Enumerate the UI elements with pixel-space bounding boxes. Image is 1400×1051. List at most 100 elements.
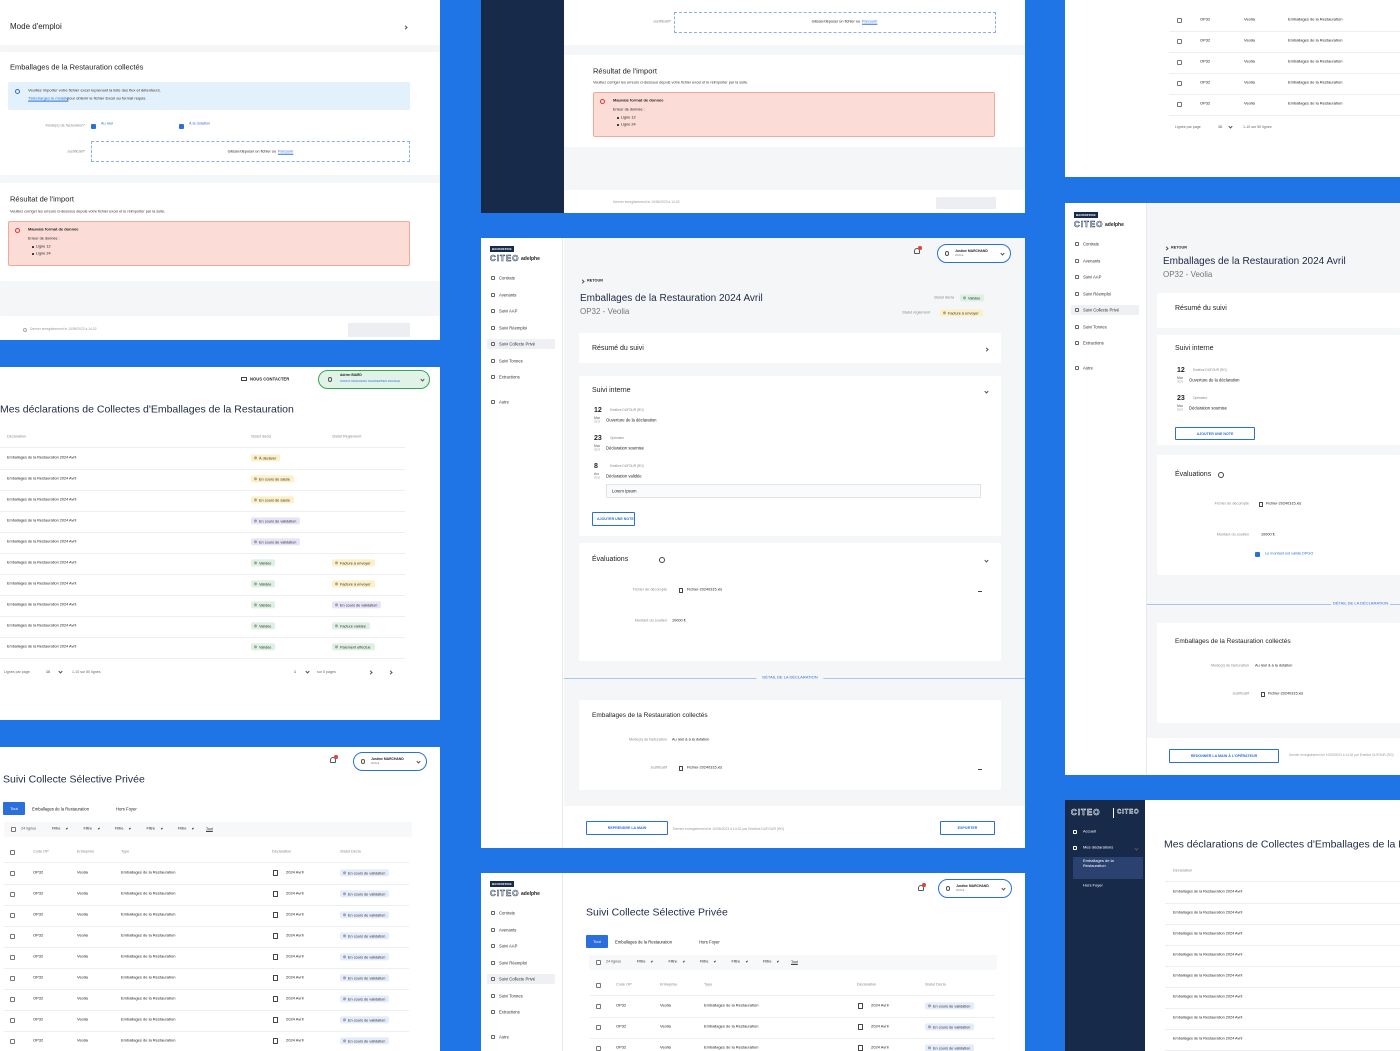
checkbox [1255, 551, 1260, 557]
divider [0, 552, 405, 554]
user-pill [353, 752, 427, 771]
label: OP32 [33, 932, 44, 938]
label: Emballages de la Restauration 2024 Avril [7, 518, 77, 523]
label: 23 [594, 434, 602, 442]
label: Emballages de la Restauration collectés [1175, 638, 1291, 646]
label: Entreprise [77, 849, 95, 854]
divider [4, 862, 409, 863]
label: Résumé du suivi [592, 344, 644, 352]
label: 8 [594, 462, 598, 470]
label: 12 [594, 406, 602, 414]
label: OP32 [1200, 16, 1211, 22]
label: Mes déclarations [1083, 844, 1114, 850]
label: 2024 Avril [286, 974, 304, 980]
divider [4, 1009, 409, 1011]
label: Mar [1177, 375, 1183, 380]
label: Emballages de la Restauration [1288, 79, 1343, 85]
label: Emballages de la Restauration 2024 Avril [7, 476, 77, 481]
label: pour obtenir le fichier Excel au format … [67, 95, 147, 101]
tab-active: Tout [3, 802, 25, 815]
sidebar [481, 0, 564, 213]
label: Emballages de la Restauration 2024 Avril [1173, 910, 1243, 915]
label: CITEO [1071, 808, 1101, 818]
status-pill: Validée [251, 559, 276, 567]
label: Filtre [115, 826, 124, 831]
user-icon [945, 251, 949, 256]
label: Emballages de la Restauration [615, 939, 673, 945]
label: Suivi AAP [499, 308, 518, 314]
status-pill: Validée [960, 294, 985, 302]
label: Suivi Collecte Sélective Privée [3, 773, 145, 786]
pill-icon [253, 540, 257, 544]
divider [0, 636, 405, 638]
status-pill: En cours de validation [340, 1016, 390, 1024]
status-pill: En cours de validation [340, 974, 390, 982]
label: Filtre [83, 826, 92, 831]
label: OP32 [1200, 100, 1211, 106]
pill-icon [927, 1046, 931, 1050]
bell-badge [918, 246, 922, 250]
label: Veolia [77, 911, 88, 917]
label: Glisser/déposer un fichier ou [811, 19, 860, 24]
checkbox [1177, 101, 1182, 107]
label: Résumé du suivi [1175, 304, 1227, 312]
calendar-icon [273, 954, 278, 960]
label: Filtre [146, 826, 155, 831]
chevron [305, 668, 310, 674]
pill-icon [334, 645, 338, 649]
label: OP32 [33, 974, 44, 980]
checkbox [1177, 38, 1182, 44]
badge: BACKOFFICE [490, 246, 514, 252]
checkbox [596, 1024, 601, 1030]
label: Fichier-20240315.xls [687, 765, 723, 770]
label: 24 lignes [606, 959, 622, 964]
label: Autre [499, 1033, 510, 1039]
label: Hors Foyer [116, 806, 137, 812]
label: 2024 Avril [286, 911, 304, 917]
label: OP32 [33, 869, 44, 875]
help-icon [659, 557, 665, 563]
pill-icon [253, 645, 257, 649]
label: Suivi Collecte Privé [1083, 307, 1120, 313]
label: Hors Foyer [699, 939, 720, 945]
label: Suivi Collecte Privé [499, 341, 536, 347]
label: Suivi Collecte Sélective Privée [586, 906, 728, 919]
label: 10 [46, 669, 50, 674]
label: Déclaration [1173, 868, 1193, 873]
nav-icon [491, 358, 495, 363]
divider [0, 657, 405, 659]
divider [1165, 902, 1400, 904]
status-pill: Validée [251, 601, 276, 609]
nav-icon [491, 309, 495, 313]
checkbox [91, 123, 96, 129]
info-icon [15, 89, 20, 94]
checkbox [179, 123, 184, 129]
label: OP32 [616, 1002, 627, 1008]
label: Avenants [499, 291, 517, 297]
label: À la dotation [189, 121, 211, 126]
label: Évaluations [592, 555, 629, 563]
pill-icon [342, 871, 346, 875]
label: Suivi Réemploi [1083, 290, 1111, 296]
label: Emballages de la Restauration 2024 Avril [580, 293, 763, 304]
label: OP32 [33, 890, 44, 896]
info-box [8, 82, 410, 110]
divider [1169, 30, 1400, 32]
divider [1165, 923, 1400, 925]
label: Type [121, 849, 130, 854]
calendar-icon [273, 996, 278, 1002]
pill-icon [962, 296, 966, 300]
label: OP32 [616, 1023, 627, 1029]
bell [914, 248, 920, 254]
label: Ligne 24 [621, 122, 636, 127]
label: DÉTAIL DE LA DÉCLARATION [756, 675, 824, 681]
pill-icon [334, 624, 338, 628]
divider [1165, 944, 1400, 946]
calendar-icon [858, 1003, 863, 1009]
label: Emballages de la Restauration [121, 953, 176, 959]
nav-icon [1075, 291, 1079, 296]
pill-icon [253, 603, 257, 607]
pill-icon [253, 477, 257, 481]
label: OP32 [33, 911, 44, 917]
